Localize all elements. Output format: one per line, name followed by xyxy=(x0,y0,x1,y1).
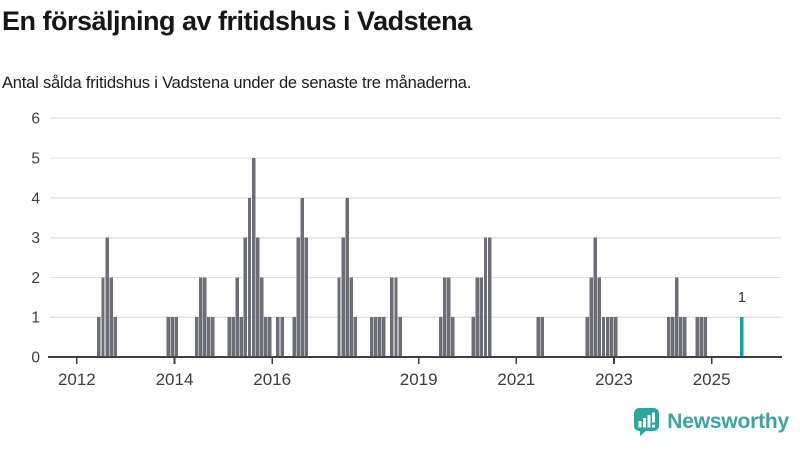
bar xyxy=(369,317,374,357)
y-tick-label: 0 xyxy=(31,350,40,367)
bar xyxy=(394,277,398,357)
x-tick-label: 2021 xyxy=(497,370,535,389)
bar xyxy=(703,317,707,357)
bar xyxy=(235,277,240,357)
bar xyxy=(296,237,301,357)
bar xyxy=(373,317,378,357)
x-tick-label: 2012 xyxy=(58,370,96,389)
bar xyxy=(280,317,284,357)
x-tick-label: 2025 xyxy=(693,370,731,389)
latest-value-label: 1 xyxy=(738,290,746,306)
x-tick-label: 2023 xyxy=(595,370,633,389)
bar xyxy=(597,277,602,357)
bar xyxy=(585,317,589,357)
bar xyxy=(540,317,545,357)
bar xyxy=(247,197,252,357)
y-tick-label: 1 xyxy=(31,310,40,327)
bar xyxy=(345,197,349,357)
bar xyxy=(670,317,675,357)
bar xyxy=(536,317,541,357)
bar xyxy=(475,277,480,357)
bar-chart: 0 1 2 3 4 5 6 2012 2014 2016 2019 2021 2023 2025 1 xyxy=(31,111,782,389)
bar xyxy=(276,317,280,357)
bar xyxy=(105,237,109,357)
bar xyxy=(382,317,386,357)
newsworthy-logo-text: Newsworthy xyxy=(667,410,789,433)
bar xyxy=(601,317,606,357)
bar xyxy=(251,158,256,357)
bar xyxy=(264,317,268,357)
y-tick-label: 4 xyxy=(31,190,40,207)
bar xyxy=(170,317,174,357)
bar xyxy=(349,277,353,357)
bar xyxy=(300,197,305,357)
bar xyxy=(589,277,594,357)
bar xyxy=(337,277,341,357)
newsworthy-branding[interactable]: Newsworthy xyxy=(633,407,789,437)
bar xyxy=(268,317,272,357)
bar xyxy=(243,237,248,357)
bar xyxy=(341,237,345,357)
bar xyxy=(609,317,614,357)
bar xyxy=(451,317,455,357)
bar xyxy=(174,317,178,357)
bar xyxy=(666,317,671,357)
x-tick-label: 2016 xyxy=(253,370,291,389)
bar xyxy=(593,237,598,357)
bar xyxy=(605,317,610,357)
bar xyxy=(390,277,394,357)
x-tick-label: 2014 xyxy=(156,370,194,389)
bar xyxy=(239,317,244,357)
y-tick-label: 2 xyxy=(31,270,40,287)
y-tick-label: 6 xyxy=(31,111,40,128)
bar xyxy=(259,277,264,357)
bar xyxy=(113,317,117,357)
bar xyxy=(255,237,260,357)
y-tick-label: 3 xyxy=(31,230,40,247)
bar xyxy=(471,317,476,357)
bar xyxy=(231,317,235,357)
bar xyxy=(483,237,488,357)
bar xyxy=(487,237,492,357)
chart-title: En försäljning av fritidshus i Vadstena xyxy=(2,6,472,36)
bar xyxy=(109,277,113,357)
bar xyxy=(207,317,211,357)
y-tick-label: 5 xyxy=(31,151,40,168)
bar xyxy=(683,317,687,357)
bar xyxy=(443,277,447,357)
bar xyxy=(198,277,203,357)
bar xyxy=(194,317,199,357)
bar xyxy=(398,317,402,357)
x-tick-label: 2019 xyxy=(400,370,438,389)
bar xyxy=(377,317,382,357)
bar xyxy=(227,317,231,357)
bar xyxy=(353,317,358,357)
bar xyxy=(695,317,699,357)
bar xyxy=(101,277,105,357)
bar xyxy=(211,317,215,357)
bar xyxy=(304,237,309,357)
bar xyxy=(679,317,683,357)
bar xyxy=(97,317,101,357)
bar xyxy=(675,277,679,357)
bar xyxy=(292,317,296,357)
bar xyxy=(699,317,703,357)
chart-subtitle: Antal sålda fritidshus i Vadstena under … xyxy=(2,74,472,92)
bar-latest xyxy=(740,317,744,357)
newsworthy-logo-icon xyxy=(634,408,660,436)
bar xyxy=(439,317,443,357)
bar xyxy=(479,277,484,357)
bar xyxy=(613,317,618,357)
bar xyxy=(166,317,170,357)
bar xyxy=(447,277,451,357)
bar xyxy=(203,277,207,357)
